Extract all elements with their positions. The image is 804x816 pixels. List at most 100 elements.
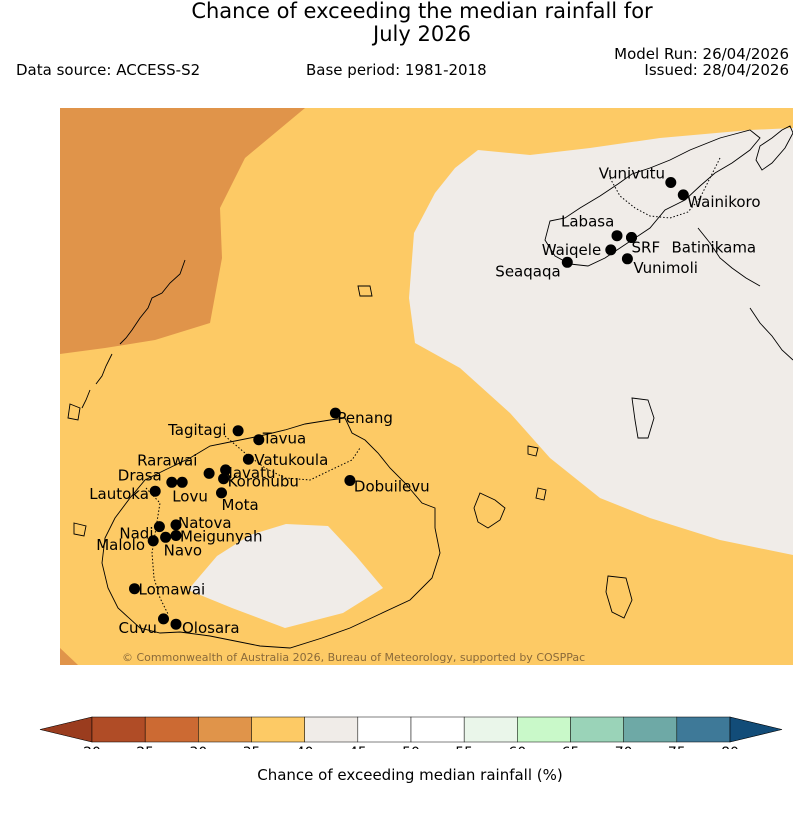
station-cuvu[interactable]: Cuvu (119, 613, 170, 637)
station-drasa[interactable]: Drasa (118, 466, 178, 488)
station-navo[interactable]: Navo (160, 531, 202, 560)
station-natova[interactable]: Natova (170, 514, 232, 532)
station-meigunyah[interactable]: Meigunyah (170, 528, 263, 546)
station-label: Navatu (222, 464, 276, 482)
station-marker[interactable] (253, 434, 265, 446)
station-label: Vatukoula (254, 451, 328, 469)
station-label: Tavua (262, 430, 306, 448)
station-marker[interactable] (158, 613, 169, 625)
title-line-2: July 2026 (373, 22, 471, 46)
station-label: Olosara (182, 619, 240, 637)
station-marker[interactable] (344, 475, 356, 486)
station-marker[interactable] (129, 583, 140, 595)
colorbar-band-45-50 (357, 716, 412, 743)
station-mota[interactable]: Mota (216, 487, 259, 514)
station-penang[interactable]: Penang (329, 407, 393, 428)
station-marker[interactable] (149, 485, 161, 497)
station-rarawai[interactable]: Rarawai (137, 451, 215, 479)
colorbar-band-65-70 (570, 716, 624, 743)
station-seaqaqa[interactable]: Seaqaqa (495, 256, 573, 281)
station-vunivutu[interactable]: Vunivutu (599, 165, 677, 189)
station-label: SRF (632, 239, 661, 257)
colorbar-tick-label: 60 (508, 745, 526, 749)
station-label: Seaqaqa (495, 262, 560, 280)
station-navatu[interactable]: Navatu (220, 464, 275, 482)
station-marker[interactable] (621, 253, 633, 265)
station-marker[interactable] (147, 535, 159, 547)
kadavu-coast (473, 492, 506, 529)
station-label: Waiqele (542, 241, 601, 259)
station-marker[interactable] (611, 230, 623, 242)
station-marker[interactable] (242, 453, 254, 465)
station-lautoka[interactable]: Lautoka (89, 485, 161, 503)
station-label: Meigunyah (180, 528, 262, 546)
copyright-notice: © Commonwealth of Australia 2026, Bureau… (122, 651, 585, 664)
colorbar-band-75-80 (676, 716, 731, 743)
issued-date: Issued: 28/04/2026 (644, 61, 789, 79)
colorbar-band-60-65 (517, 716, 571, 743)
station-vunimoli[interactable]: Vunimoli (621, 253, 698, 277)
colorbar-tick-label: 80 (721, 745, 739, 749)
station-label: Vunivutu (599, 165, 665, 183)
station-label: Lautoka (89, 485, 149, 503)
small-island-mamanuca (73, 522, 87, 537)
station-marker[interactable] (166, 476, 178, 488)
station-marker[interactable] (218, 473, 230, 485)
station-marker[interactable] (677, 189, 689, 201)
station-marker[interactable] (170, 618, 182, 630)
station-label: Batinikama (672, 239, 757, 257)
station-koronubu[interactable]: Koronubu (218, 473, 299, 491)
station-marker[interactable] (216, 487, 227, 499)
taveuni-coast (755, 125, 793, 171)
station-vatukoula[interactable]: Vatukoula (242, 451, 328, 469)
station-marker[interactable] (170, 530, 182, 541)
station-malolo[interactable]: Malolo (96, 535, 159, 554)
station-marker[interactable] (203, 467, 215, 479)
station-label: Drasa (118, 466, 162, 484)
coastlines (67, 125, 793, 649)
station-label: Navo (164, 541, 202, 559)
station-marker[interactable] (329, 407, 341, 419)
station-marker[interactable] (605, 244, 617, 256)
title-line-1: Chance of exceeding the median rainfall … (191, 0, 653, 23)
station-label: Natova (178, 514, 232, 532)
station-marker[interactable] (220, 464, 232, 476)
yasawa-islands (81, 259, 186, 409)
station-lovu[interactable]: Lovu (172, 476, 208, 506)
colorbar-extend-low (39, 716, 93, 743)
colorbar-band-70-75 (623, 716, 678, 743)
colorbar-band-20-25 (91, 716, 146, 743)
station-dobuilevu[interactable]: Dobuilevu (344, 475, 430, 496)
station-marker[interactable] (176, 476, 188, 488)
rainfall-map[interactable]: Vunivutu Wainikoro Labasa SRF Batinikama Waiq… (60, 108, 793, 665)
colorbar-tick-label: 65 (562, 745, 580, 749)
station-marker[interactable] (160, 531, 172, 543)
station-marker[interactable] (153, 521, 165, 533)
colorbar-tick-label: 50 (402, 745, 420, 749)
colorbar-tick-label: 35 (243, 745, 261, 749)
station-olosara[interactable]: Olosara (170, 618, 240, 638)
station-nadi[interactable]: Nadi (119, 521, 165, 543)
station-label: Cuvu (119, 619, 157, 637)
station-tavua[interactable]: Tavua (253, 430, 306, 448)
station-waiqele[interactable]: Waiqele (542, 241, 617, 259)
model-run: Model Run: 26/04/2026 (614, 45, 789, 63)
station-marker[interactable] (170, 519, 182, 531)
station-marker[interactable] (665, 177, 677, 188)
station-marker[interactable] (626, 232, 637, 243)
station-label: Lomawai (139, 581, 206, 599)
small-island-gau (527, 445, 539, 457)
colorbar-tick-label: 40 (296, 745, 314, 749)
station-batinikama[interactable]: Batinikama (626, 232, 756, 257)
small-island-moala (605, 575, 633, 619)
band-40-45-east (409, 128, 793, 555)
colorbar-tick-label: 30 (189, 745, 207, 749)
station-label: Labasa (561, 213, 614, 231)
station-marker[interactable] (561, 256, 573, 268)
station-label: Dobuilevu (354, 478, 430, 496)
station-tagitagi[interactable]: Tagitagi (167, 421, 244, 439)
station-lomawai[interactable]: Lomawai (129, 581, 205, 599)
station-marker[interactable] (232, 425, 244, 437)
station-wainikoro[interactable]: Wainikoro (677, 189, 761, 211)
station-labasa[interactable]: Labasa (561, 213, 623, 242)
